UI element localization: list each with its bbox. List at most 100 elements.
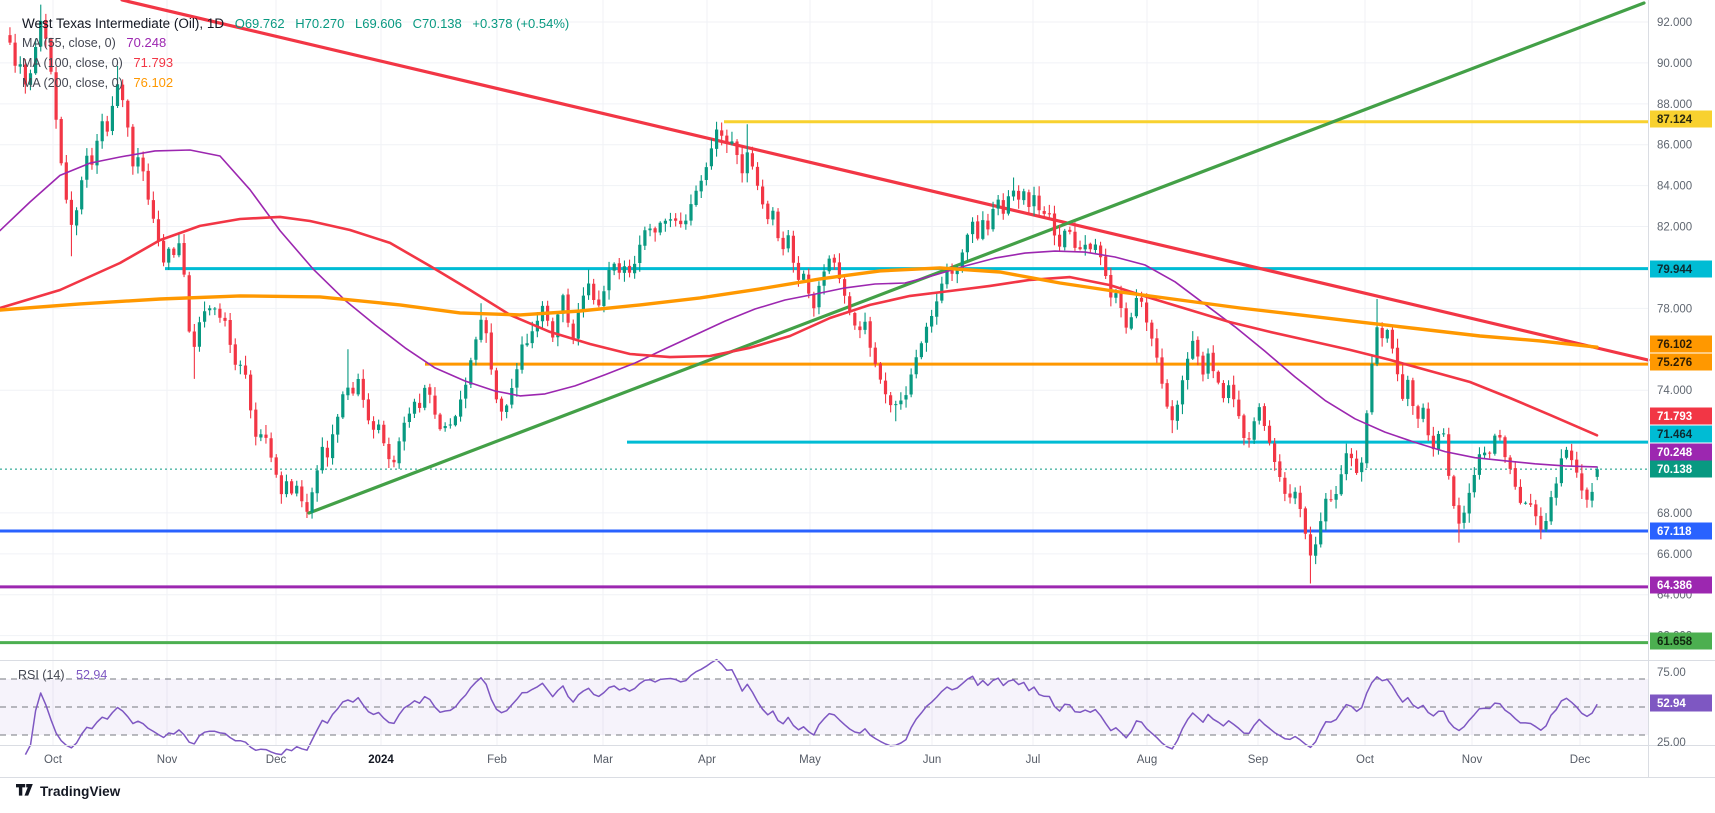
candle[interactable]: [1580, 464, 1584, 499]
candle[interactable]: [1595, 466, 1599, 481]
candle[interactable]: [464, 377, 468, 409]
candle[interactable]: [192, 324, 196, 379]
candle[interactable]: [1145, 293, 1149, 331]
candle[interactable]: [627, 259, 632, 278]
candle[interactable]: [1508, 455, 1512, 475]
candle[interactable]: [971, 217, 975, 243]
candle[interactable]: [663, 218, 667, 232]
candle[interactable]: [1216, 370, 1220, 385]
candle[interactable]: [889, 392, 893, 413]
candle[interactable]: [290, 479, 294, 496]
candle[interactable]: [1483, 446, 1487, 460]
candle[interactable]: [320, 437, 324, 474]
candle[interactable]: [1421, 403, 1425, 423]
candle[interactable]: [18, 56, 22, 74]
candle[interactable]: [1129, 312, 1133, 331]
candle[interactable]: [965, 233, 969, 261]
indicator-legend-ma200[interactable]: MA (200, close, 0) 76.102: [22, 73, 569, 93]
candle[interactable]: [1027, 189, 1031, 213]
candle[interactable]: [39, 4, 43, 52]
candle[interactable]: [44, 13, 48, 48]
candle[interactable]: [1570, 443, 1574, 467]
time-tick-Nov[interactable]: Nov: [1462, 754, 1483, 766]
candle[interactable]: [1267, 420, 1272, 446]
symbol-legend-row[interactable]: West Texas Intermediate (Oil), 1D O69.76…: [22, 14, 569, 33]
candle[interactable]: [597, 290, 601, 308]
candle[interactable]: [341, 391, 345, 419]
candle[interactable]: [658, 221, 662, 236]
candle[interactable]: [1042, 206, 1046, 218]
candle[interactable]: [1191, 331, 1195, 360]
candle[interactable]: [617, 258, 621, 280]
candle[interactable]: [284, 474, 289, 498]
candle[interactable]: [1196, 336, 1200, 366]
candle[interactable]: [80, 176, 84, 215]
candle[interactable]: [259, 429, 263, 442]
candle[interactable]: [1088, 242, 1092, 254]
candle[interactable]: [996, 195, 1000, 216]
candle[interactable]: [1411, 377, 1415, 415]
trendline-ascending-support[interactable]: [307, 1, 1646, 515]
candle[interactable]: [1467, 483, 1471, 523]
time-tick-May[interactable]: May: [799, 754, 821, 766]
candle[interactable]: [1078, 240, 1082, 251]
candle[interactable]: [203, 301, 207, 328]
candle[interactable]: [1058, 225, 1062, 252]
candle[interactable]: [1252, 417, 1256, 444]
candle[interactable]: [530, 321, 534, 349]
candle[interactable]: [1472, 467, 1476, 498]
candle[interactable]: [469, 357, 473, 388]
time-tick-Apr[interactable]: Apr: [698, 754, 716, 766]
candle[interactable]: [336, 414, 340, 443]
time-tick-Mar[interactable]: Mar: [593, 754, 613, 766]
candle[interactable]: [489, 323, 493, 375]
candle[interactable]: [1180, 375, 1185, 415]
candle[interactable]: [899, 392, 903, 410]
candle[interactable]: [1477, 447, 1481, 480]
candle[interactable]: [100, 113, 104, 149]
candle[interactable]: [1426, 402, 1430, 441]
candle[interactable]: [366, 393, 370, 425]
candle[interactable]: [13, 33, 17, 73]
candle[interactable]: [1155, 328, 1159, 363]
candle[interactable]: [668, 212, 673, 228]
candle[interactable]: [796, 256, 801, 287]
candle[interactable]: [223, 312, 227, 327]
candle[interactable]: [1498, 429, 1502, 441]
candle[interactable]: [177, 234, 181, 258]
candle[interactable]: [919, 341, 923, 360]
candle[interactable]: [776, 208, 780, 242]
candle[interactable]: [858, 321, 862, 339]
candle[interactable]: [745, 124, 749, 183]
candle[interactable]: [827, 255, 831, 274]
candle[interactable]: [1339, 465, 1343, 496]
time-tick-Nov[interactable]: Nov: [157, 754, 178, 766]
candle[interactable]: [1585, 487, 1589, 508]
candle[interactable]: [443, 422, 447, 432]
candle[interactable]: [684, 214, 688, 230]
candle[interactable]: [126, 99, 130, 137]
candle[interactable]: [1319, 512, 1323, 548]
candle[interactable]: [843, 275, 847, 304]
time-tick-Jun[interactable]: Jun: [923, 754, 942, 766]
candle[interactable]: [448, 418, 452, 429]
candle[interactable]: [576, 303, 580, 346]
candle[interactable]: [459, 390, 463, 422]
candle[interactable]: [305, 493, 309, 518]
candle[interactable]: [1395, 338, 1400, 382]
candle[interactable]: [868, 316, 872, 357]
candle[interactable]: [438, 412, 442, 431]
candle[interactable]: [1273, 438, 1277, 471]
candle[interactable]: [371, 416, 376, 439]
candle[interactable]: [720, 122, 724, 146]
candle[interactable]: [1139, 291, 1144, 308]
candle[interactable]: [1370, 356, 1374, 415]
candle[interactable]: [59, 116, 63, 166]
candle[interactable]: [771, 207, 775, 226]
candle[interactable]: [54, 66, 58, 129]
candle[interactable]: [1442, 428, 1446, 437]
candle[interactable]: [1017, 185, 1021, 209]
candle[interactable]: [1242, 413, 1246, 446]
candle[interactable]: [853, 311, 857, 330]
candle[interactable]: [141, 151, 145, 182]
